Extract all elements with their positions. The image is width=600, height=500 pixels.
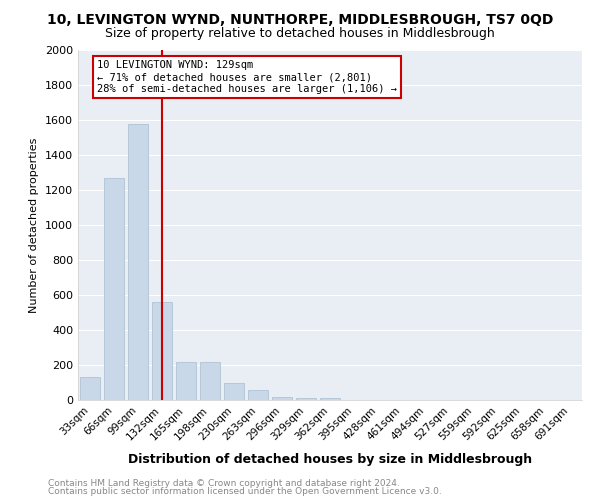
Bar bbox=[104, 178, 124, 400]
Bar bbox=[80, 377, 100, 400]
Text: Contains HM Land Registry data © Crown copyright and database right 2024.: Contains HM Land Registry data © Crown c… bbox=[48, 478, 400, 488]
Bar bbox=[248, 390, 268, 400]
Text: Contains public sector information licensed under the Open Government Licence v3: Contains public sector information licen… bbox=[48, 487, 442, 496]
Bar bbox=[200, 362, 220, 400]
Text: 10, LEVINGTON WYND, NUNTHORPE, MIDDLESBROUGH, TS7 0QD: 10, LEVINGTON WYND, NUNTHORPE, MIDDLESBR… bbox=[47, 12, 553, 26]
Text: 10 LEVINGTON WYND: 129sqm
← 71% of detached houses are smaller (2,801)
28% of se: 10 LEVINGTON WYND: 129sqm ← 71% of detac… bbox=[97, 60, 397, 94]
Bar bbox=[320, 398, 340, 400]
Bar bbox=[152, 302, 172, 400]
Bar bbox=[224, 382, 244, 400]
Bar bbox=[176, 362, 196, 400]
Bar bbox=[128, 124, 148, 400]
Bar bbox=[296, 398, 316, 400]
Text: Size of property relative to detached houses in Middlesbrough: Size of property relative to detached ho… bbox=[105, 28, 495, 40]
X-axis label: Distribution of detached houses by size in Middlesbrough: Distribution of detached houses by size … bbox=[128, 453, 532, 466]
Bar bbox=[272, 396, 292, 400]
Y-axis label: Number of detached properties: Number of detached properties bbox=[29, 138, 40, 312]
